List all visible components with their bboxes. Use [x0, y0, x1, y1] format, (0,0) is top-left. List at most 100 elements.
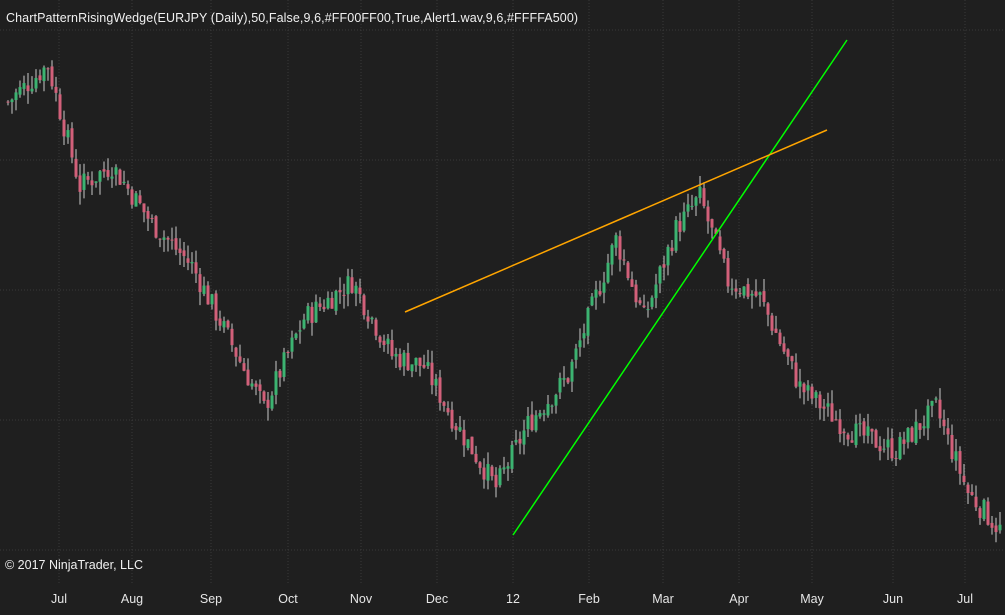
candle-down — [178, 248, 182, 253]
candle-up — [386, 338, 390, 345]
candle-up — [498, 468, 502, 486]
candle-down — [366, 316, 370, 322]
candle-up — [162, 237, 166, 240]
candle-down — [254, 383, 258, 387]
candle-down — [490, 466, 494, 477]
candle-up — [582, 333, 586, 339]
candle-up — [674, 220, 678, 251]
candle-down — [518, 438, 522, 444]
candle-up — [14, 92, 18, 101]
candle-down — [146, 211, 150, 219]
candle-down — [194, 262, 198, 274]
candle-up — [858, 423, 862, 425]
price-chart[interactable] — [0, 0, 1005, 583]
candle-down — [126, 184, 130, 189]
candle-down — [718, 236, 722, 251]
candle-up — [758, 292, 762, 295]
x-tick-label: May — [800, 592, 824, 606]
candle-down — [310, 306, 314, 323]
candle-up — [690, 205, 694, 207]
x-axis[interactable]: Jul Aug Sep Oct Nov Dec 12 Feb Mar Apr May Jun Jul — [0, 583, 1005, 615]
candle-up — [522, 430, 526, 445]
candle-down — [970, 491, 974, 495]
grid-lines — [0, 0, 1005, 583]
candle-down — [878, 446, 882, 452]
candle-down — [234, 347, 238, 357]
candle-down — [598, 291, 602, 295]
indicator-label[interactable]: ChartPatternRisingWedge(EURJPY (Daily),5… — [6, 11, 579, 25]
candle-down — [238, 356, 242, 362]
candle-down — [86, 176, 90, 180]
candle-down — [70, 128, 74, 158]
candle-up — [110, 176, 114, 179]
candle-down — [342, 294, 346, 296]
candle-up — [82, 173, 86, 190]
candle-down — [350, 277, 354, 293]
candle-down — [90, 180, 94, 186]
candle-up — [906, 428, 910, 443]
candle-down — [182, 250, 186, 257]
candle-down — [850, 440, 854, 443]
candle-down — [166, 237, 170, 240]
chart-plot-area[interactable]: ChartPatternRisingWedge(EURJPY (Daily),5… — [0, 0, 1005, 583]
candle-up — [550, 405, 554, 407]
candle-up — [122, 181, 126, 184]
x-tick-label: Sep — [199, 592, 223, 606]
candle-up — [466, 439, 470, 448]
candle-up — [814, 392, 818, 399]
candle-down — [106, 170, 110, 177]
candle-down — [890, 438, 894, 459]
candle-up — [294, 333, 298, 339]
candle-up — [898, 436, 902, 459]
candle-up — [66, 130, 70, 138]
candle-up — [730, 288, 734, 290]
candle-down — [790, 356, 794, 362]
candle-down — [978, 508, 982, 518]
candle-up — [434, 378, 438, 386]
candle-up — [698, 186, 702, 198]
candle-up — [650, 297, 654, 307]
candle-up — [574, 348, 578, 360]
candle-down — [630, 279, 634, 287]
candle-up — [586, 307, 590, 336]
x-tick-label: Jul — [957, 592, 973, 606]
candle-up — [750, 293, 754, 296]
candle-down — [430, 362, 434, 386]
candle-down — [778, 332, 782, 345]
candle-down — [174, 238, 178, 250]
candle-down — [734, 288, 738, 292]
candle-down — [642, 305, 646, 308]
candle-up — [274, 371, 278, 395]
candle-up — [666, 246, 670, 266]
candle-up — [514, 439, 518, 443]
candle-down — [842, 431, 846, 434]
candle-down — [818, 394, 822, 409]
candle-up — [602, 282, 606, 293]
wedge-lines[interactable] — [404, 39, 848, 536]
candle-up — [558, 377, 562, 393]
candle-down — [338, 290, 342, 293]
candle-down — [286, 351, 290, 353]
candle-down — [678, 221, 682, 232]
x-tick-label: Aug — [120, 592, 144, 606]
candle-down — [318, 303, 322, 307]
candle-down — [782, 343, 786, 352]
candle-down — [902, 439, 906, 444]
candle-up — [590, 296, 594, 306]
rising-wedge-support-line[interactable] — [512, 39, 848, 536]
candle-up — [694, 197, 698, 206]
x-tick-label: Jul — [51, 592, 67, 606]
candle-down — [822, 406, 826, 409]
candle-up — [346, 276, 350, 295]
candle-down — [946, 428, 950, 435]
candle-up — [526, 416, 530, 430]
candle-down — [662, 264, 666, 268]
candle-down — [118, 169, 122, 185]
candle-up — [682, 211, 686, 231]
candle-up — [402, 352, 406, 367]
candle-down — [754, 291, 758, 296]
candle-down — [762, 291, 766, 302]
candle-down — [422, 364, 426, 368]
candle-down — [494, 474, 498, 488]
rising-wedge-resistance-line[interactable] — [404, 129, 828, 313]
